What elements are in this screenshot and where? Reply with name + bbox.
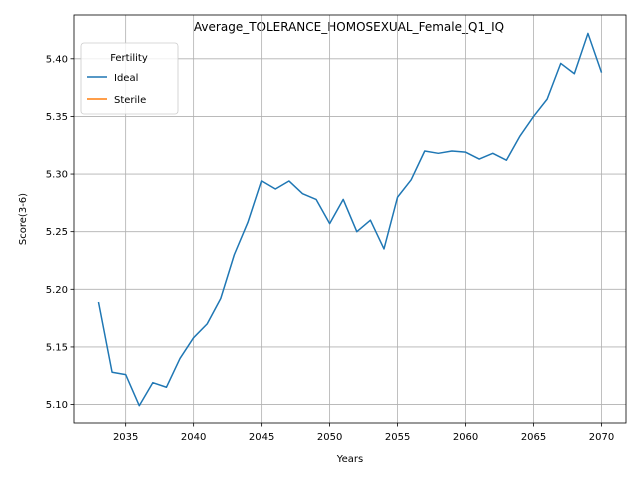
y-tick-label: 5.10 [46,400,68,411]
x-tick-label: 2045 [249,432,274,443]
x-tick-label: 2065 [521,432,546,443]
grid [74,15,626,423]
chart-title: Average_TOLERANCE_HOMOSEXUAL_Female_Q1_I… [194,20,504,34]
y-tick-label: 5.15 [46,342,68,353]
y-tick-label: 5.35 [46,112,68,123]
y-tick-label: 5.20 [46,285,68,296]
y-tick-label: 5.30 [46,170,68,181]
x-tick-label: 2055 [385,432,410,443]
x-tick-label: 2070 [589,432,614,443]
y-tick-label: 5.40 [46,54,68,65]
series-group [97,32,603,407]
x-axis-label: Years [336,454,363,465]
x-axis: 2035 2040 2045 2050 2055 2060 2065 2070 [113,423,614,443]
y-axis: 5.10 5.15 5.20 5.25 5.30 5.35 5.40 [46,54,74,411]
legend: Fertility Ideal Sterile [80,42,179,115]
x-tick-label: 2040 [181,432,206,443]
plot-frame [73,14,627,424]
legend-label-sterile: Sterile [114,95,146,106]
x-tick-label: 2035 [113,432,138,443]
x-tick-label: 2060 [453,432,478,443]
x-tick-label: 2050 [317,432,342,443]
legend-title: Fertility [110,53,148,64]
legend-label-ideal: Ideal [114,73,138,84]
series-line-ideal [97,32,603,407]
y-tick-label: 5.25 [46,227,68,238]
legend-box [80,42,179,115]
y-axis-label: Score(3-6) [18,193,29,245]
